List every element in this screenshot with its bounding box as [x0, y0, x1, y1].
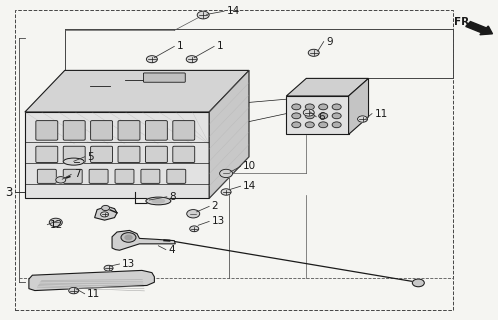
Polygon shape [286, 78, 369, 96]
Circle shape [305, 104, 314, 110]
Circle shape [303, 109, 314, 116]
Circle shape [187, 210, 200, 218]
Text: 4: 4 [168, 244, 175, 255]
Circle shape [221, 189, 231, 195]
Text: FR.: FR. [454, 17, 474, 28]
Circle shape [319, 113, 328, 119]
Circle shape [305, 122, 314, 128]
Circle shape [121, 233, 136, 242]
FancyBboxPatch shape [118, 146, 140, 163]
FancyArrow shape [466, 21, 493, 35]
Polygon shape [349, 78, 369, 134]
Bar [15, 10, 453, 310]
Text: 5: 5 [87, 152, 94, 162]
Circle shape [190, 226, 199, 232]
Text: 8: 8 [169, 192, 176, 202]
FancyBboxPatch shape [91, 146, 113, 163]
Polygon shape [209, 70, 249, 198]
Circle shape [305, 113, 314, 119]
Text: 3: 3 [5, 186, 12, 198]
Text: 6: 6 [319, 112, 325, 122]
Circle shape [101, 212, 109, 217]
Text: 11: 11 [374, 108, 388, 119]
Text: 12: 12 [50, 220, 63, 230]
FancyBboxPatch shape [63, 121, 85, 140]
Circle shape [332, 113, 341, 119]
Polygon shape [112, 230, 175, 250]
Circle shape [412, 279, 424, 287]
Circle shape [104, 265, 113, 271]
FancyBboxPatch shape [143, 73, 185, 82]
Polygon shape [29, 270, 154, 291]
Circle shape [102, 205, 110, 211]
Text: 9: 9 [326, 36, 333, 47]
Circle shape [332, 104, 341, 110]
Circle shape [49, 218, 62, 227]
FancyBboxPatch shape [63, 146, 85, 163]
FancyBboxPatch shape [173, 146, 195, 163]
Circle shape [292, 122, 301, 128]
Text: 13: 13 [122, 259, 135, 269]
Text: 14: 14 [243, 181, 256, 191]
Circle shape [319, 122, 328, 128]
Text: 11: 11 [87, 289, 101, 299]
Circle shape [197, 11, 209, 19]
Text: 14: 14 [227, 6, 240, 16]
Circle shape [319, 104, 328, 110]
FancyBboxPatch shape [37, 169, 56, 183]
Text: 1: 1 [217, 41, 223, 52]
Text: 13: 13 [212, 216, 225, 227]
Polygon shape [286, 96, 349, 134]
Ellipse shape [152, 199, 164, 203]
Polygon shape [95, 206, 117, 220]
Text: 7: 7 [74, 169, 80, 180]
Circle shape [146, 56, 157, 63]
FancyBboxPatch shape [36, 121, 58, 140]
FancyBboxPatch shape [89, 169, 108, 183]
Circle shape [332, 122, 341, 128]
FancyBboxPatch shape [167, 169, 186, 183]
FancyBboxPatch shape [91, 121, 113, 140]
Text: 1: 1 [177, 41, 183, 52]
FancyBboxPatch shape [36, 146, 58, 163]
Circle shape [292, 113, 301, 119]
Polygon shape [25, 112, 209, 198]
FancyBboxPatch shape [63, 169, 82, 183]
Circle shape [125, 235, 132, 240]
Circle shape [56, 177, 66, 183]
Circle shape [186, 56, 197, 63]
FancyBboxPatch shape [145, 121, 167, 140]
FancyBboxPatch shape [141, 169, 160, 183]
FancyBboxPatch shape [145, 146, 167, 163]
FancyBboxPatch shape [118, 121, 140, 140]
Circle shape [308, 49, 319, 56]
Circle shape [292, 104, 301, 110]
Circle shape [69, 287, 79, 294]
FancyBboxPatch shape [115, 169, 134, 183]
Text: 10: 10 [243, 161, 256, 172]
Ellipse shape [63, 158, 84, 165]
Circle shape [358, 116, 368, 122]
Text: 2: 2 [212, 201, 218, 212]
Polygon shape [25, 70, 249, 112]
Ellipse shape [146, 197, 171, 205]
FancyBboxPatch shape [173, 121, 195, 140]
Circle shape [220, 169, 233, 178]
